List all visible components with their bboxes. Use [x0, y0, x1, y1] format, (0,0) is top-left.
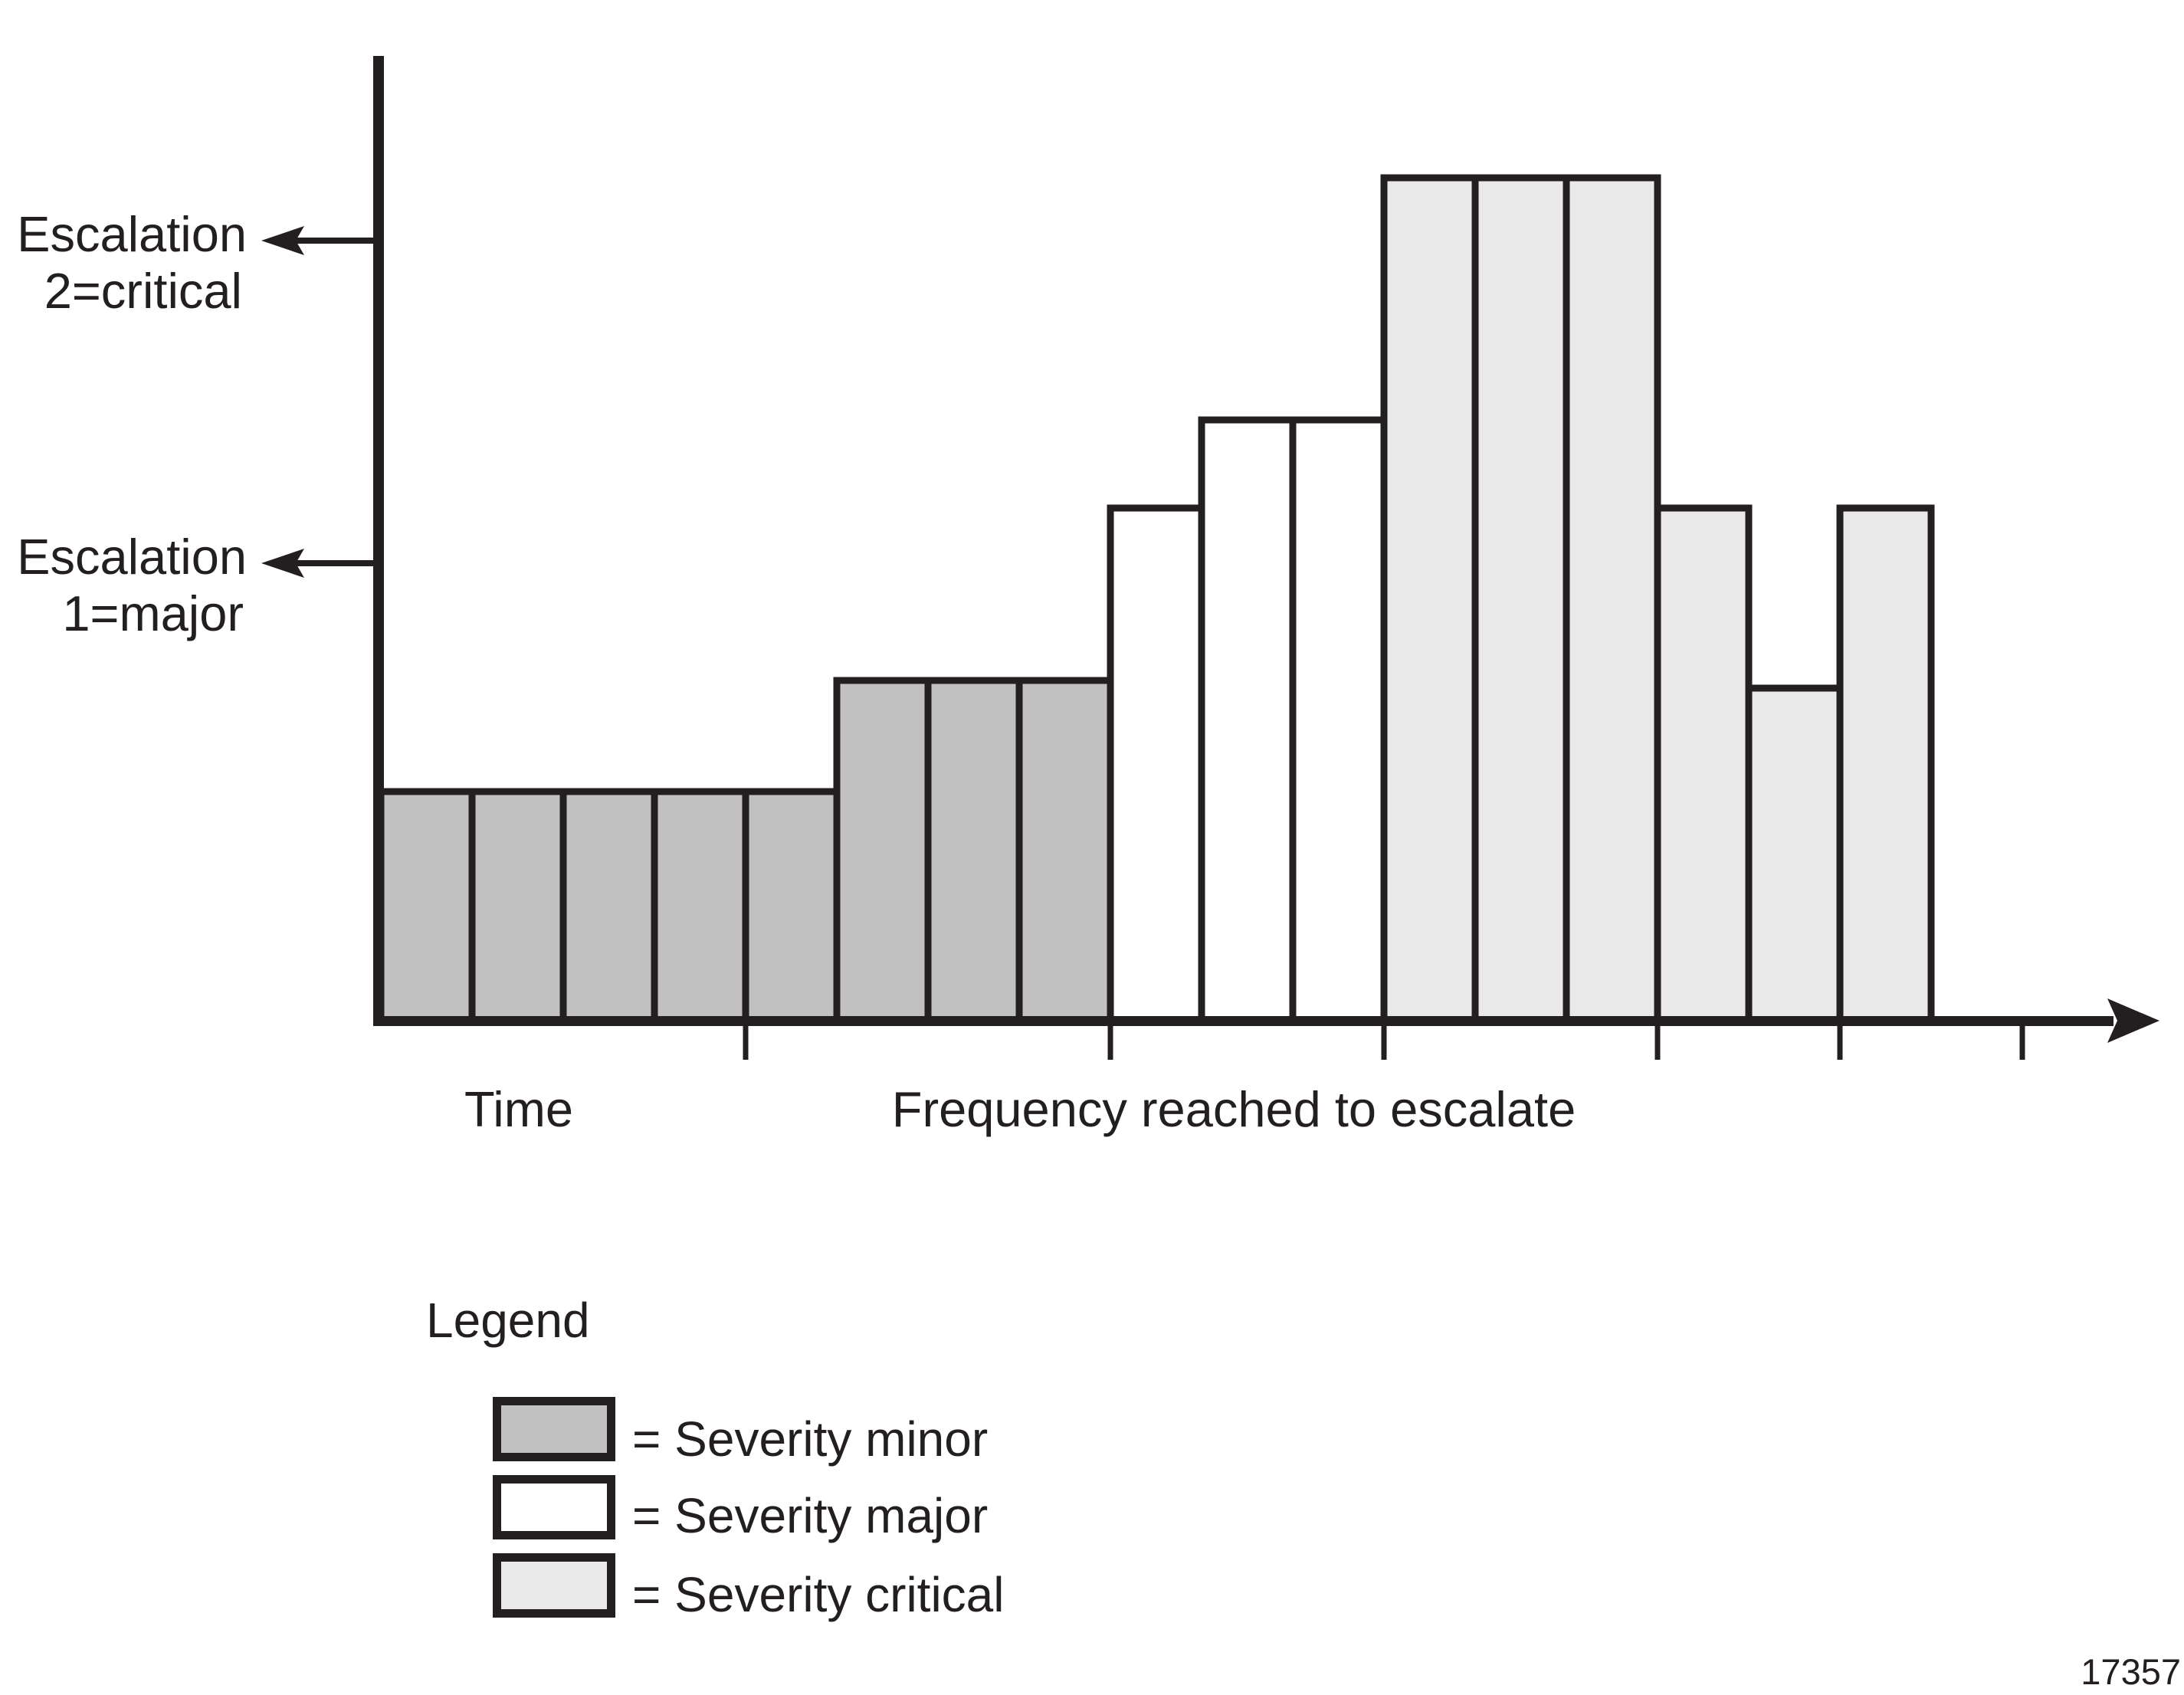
x-axis-arrowhead-icon: [2107, 998, 2159, 1043]
legend-label-critical: = Severity critical: [632, 1567, 1004, 1622]
escalation-2-arrowhead-icon: [261, 226, 304, 255]
bar-minor-5: [742, 788, 841, 1025]
bar-critical-12: [1380, 174, 1479, 1025]
bar-minor-7: [924, 677, 1023, 1025]
legend-label-minor: = Severity minor: [632, 1411, 988, 1467]
y-axis-line: [373, 56, 384, 1026]
bars-group: [377, 174, 1935, 1025]
escalation-2-arrow: [261, 226, 379, 255]
x-axis-label-time: Time: [464, 1081, 573, 1137]
bar-critical-15: [1654, 504, 1753, 1025]
bar-minor-6: [833, 677, 932, 1025]
bar-major-10: [1198, 416, 1297, 1025]
bar-major-11: [1289, 416, 1388, 1025]
escalation-2-label-line1: Escalation: [17, 206, 247, 262]
bar-critical-14: [1563, 174, 1661, 1025]
escalation-1-label-line2: 1=major: [62, 585, 244, 641]
escalation-2-arrow-shaft: [294, 238, 379, 244]
legend-label-major: = Severity major: [632, 1488, 988, 1543]
bar-minor-1: [377, 788, 476, 1025]
bar-critical-13: [1471, 174, 1570, 1025]
legend-title: Legend: [426, 1293, 590, 1348]
escalation-1-label-line1: Escalation: [17, 529, 247, 585]
bar-critical-17: [1836, 504, 1935, 1025]
escalation-1-arrow: [261, 549, 379, 578]
legend-swatch-minor: [493, 1397, 615, 1461]
bar-minor-3: [559, 788, 658, 1025]
legend-swatch-critical: [493, 1553, 615, 1618]
x-axis-line: [373, 1016, 2113, 1026]
figure-number: 17357: [2081, 1651, 2181, 1691]
legend-swatch-major: [493, 1475, 615, 1539]
escalation-1-arrow-shaft: [294, 560, 379, 566]
bar-major-9: [1107, 504, 1205, 1025]
legend: Legend = Severity minor = Severity major…: [426, 1293, 1004, 1622]
escalation-2-label-line2: 2=critical: [44, 263, 242, 319]
bar-minor-8: [1015, 677, 1114, 1025]
bar-minor-2: [468, 788, 567, 1025]
bar-minor-4: [651, 788, 749, 1025]
x-axis-ticks-group: [743, 1023, 2025, 1060]
escalation-1-arrowhead-icon: [261, 549, 304, 578]
bar-critical-16: [1745, 684, 1844, 1025]
x-axis-label-frequency: Frequency reached to escalate: [892, 1081, 1576, 1137]
